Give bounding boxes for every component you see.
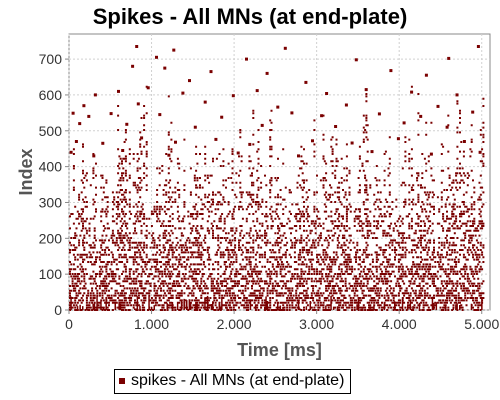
spike-point [297, 154, 300, 158]
y-axis-label: Index [16, 148, 36, 195]
spike-point [290, 111, 294, 115]
spike-point [260, 123, 264, 127]
spike-point [396, 137, 400, 141]
spike-point [109, 112, 113, 116]
spike-point [136, 102, 140, 106]
spike-point [74, 140, 78, 143]
spike-point [231, 94, 235, 98]
spike-point [117, 89, 120, 93]
spike-point [364, 88, 368, 92]
spike-point [245, 57, 248, 61]
x-tick-label: 0 [65, 316, 73, 332]
spike-point [304, 80, 308, 84]
x-tick-label: 3.000 [299, 316, 334, 332]
legend-swatch [119, 378, 125, 384]
spike-point [476, 45, 480, 48]
spike-point [203, 100, 207, 104]
spike-point [167, 153, 171, 157]
spike-point [344, 103, 348, 107]
spike-point [71, 111, 75, 115]
spike-point [471, 110, 475, 114]
spike-point [146, 86, 150, 90]
spike-point [69, 150, 73, 154]
spike-point [402, 121, 406, 125]
spike-point [78, 122, 82, 126]
spike-point [248, 142, 252, 146]
spike-point [424, 73, 428, 77]
spike-point [429, 152, 433, 156]
spike-point [214, 137, 218, 141]
spike-point [158, 113, 162, 117]
legend-label: spikes - All MNs (at end-plate) [131, 372, 345, 389]
x-tick-label: 5.000 [464, 316, 499, 332]
axes: 0 1.000 2.000 3.000 4.000 5.000 0 100 200 300 400 5… [39, 51, 500, 332]
spike-point [101, 141, 105, 145]
spike-point [325, 92, 329, 95]
spike-point [276, 105, 280, 109]
y-tick-label: 300 [39, 194, 63, 210]
spike-point [140, 136, 144, 140]
spike-point [419, 114, 423, 118]
spike-point [320, 114, 324, 118]
spike-point [92, 154, 96, 158]
spike-point [265, 71, 269, 75]
y-tick-label: 700 [39, 51, 63, 67]
spike-point [172, 48, 176, 52]
spike-point [163, 66, 167, 70]
y-tick-label: 100 [39, 266, 63, 282]
x-tick-label: 4.000 [382, 316, 417, 332]
spike-point [155, 55, 158, 59]
spike-point [209, 70, 213, 74]
spike-point [125, 122, 129, 126]
x-tick-label: 1.000 [134, 316, 169, 332]
spike-point [334, 125, 338, 128]
spike-point [462, 140, 466, 143]
y-tick-label: 600 [39, 87, 63, 103]
spike-point [220, 115, 224, 119]
spike-point [121, 149, 125, 152]
x-axis-label: Time [ms] [237, 340, 322, 360]
x-tick-label: 2.000 [217, 316, 252, 332]
spike-point [389, 69, 393, 73]
spike-point [131, 64, 135, 68]
spike-point [236, 151, 240, 155]
spike-point [283, 46, 287, 50]
spike-points [69, 45, 485, 311]
spike-point [436, 104, 440, 108]
spike-point [135, 45, 139, 48]
spike-point [311, 139, 314, 143]
chart-title: Spikes - All MNs (at end-plate) [92, 4, 408, 29]
spike-point [350, 141, 354, 145]
spike-point [188, 79, 191, 83]
y-tick-label: 500 [39, 123, 63, 139]
spike-point [181, 91, 185, 95]
spike-point [377, 112, 381, 116]
spike-point [354, 58, 358, 62]
spike-point [193, 125, 197, 129]
spike-point [478, 150, 482, 154]
spike-raster [69, 85, 485, 311]
spike-point [82, 104, 86, 108]
y-tick-label: 200 [39, 230, 63, 246]
grid-lines [68, 34, 490, 311]
spike-point [93, 93, 97, 97]
spike-point [370, 150, 374, 154]
spike-point [87, 114, 91, 118]
spike-point [455, 93, 459, 97]
y-tick-label: 0 [54, 302, 62, 318]
legend: spikes - All MNs (at end-plate) [114, 369, 352, 394]
spike-point [447, 56, 451, 60]
spike-point [445, 125, 449, 129]
spike-point [255, 89, 259, 93]
spike-point [410, 90, 414, 94]
y-tick-label: 400 [39, 159, 63, 175]
spike-point [174, 140, 177, 144]
